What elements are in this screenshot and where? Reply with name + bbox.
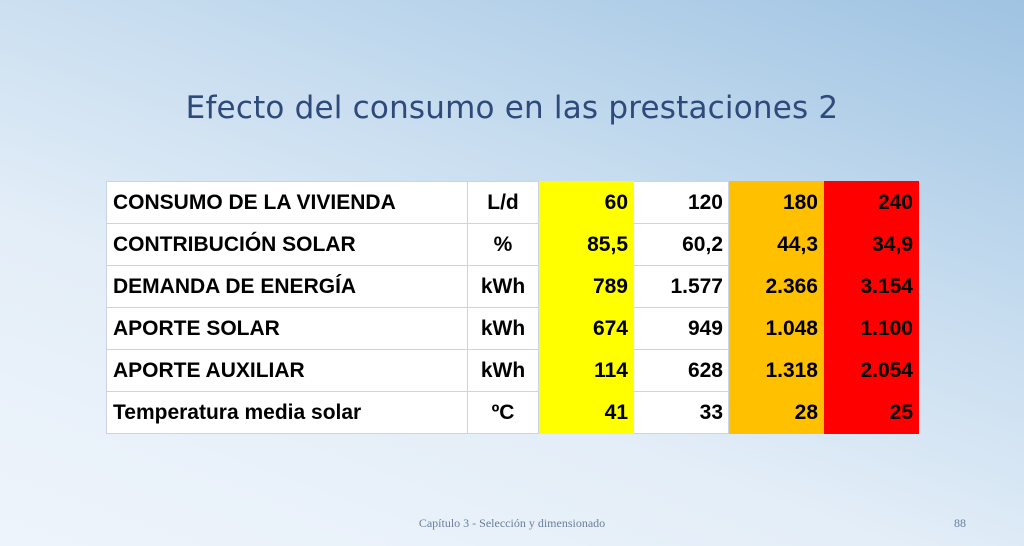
table-row: APORTE SOLAR kWh 674 949 1.048 1.100 xyxy=(106,307,919,350)
row-unit: ºC xyxy=(467,391,539,434)
cell-value: 1.048 xyxy=(728,307,824,350)
cell-value: 674 xyxy=(538,307,634,350)
table-row: DEMANDA DE ENERGÍA kWh 789 1.577 2.366 3… xyxy=(106,265,919,308)
cell-value: 60,2 xyxy=(633,223,729,266)
cell-value: 789 xyxy=(538,265,634,308)
cell-value: 114 xyxy=(538,349,634,392)
row-unit: kWh xyxy=(467,349,539,392)
row-unit: kWh xyxy=(467,307,539,350)
cell-value: 1.577 xyxy=(633,265,729,308)
cell-value: 628 xyxy=(633,349,729,392)
page-number: 88 xyxy=(954,516,966,530)
row-unit: L/d xyxy=(467,181,539,224)
cell-value: 33 xyxy=(633,391,729,434)
table-row: CONSUMO DE LA VIVIENDA L/d 60 120 180 24… xyxy=(106,181,919,224)
row-unit: % xyxy=(467,223,539,266)
consumption-table: CONSUMO DE LA VIVIENDA L/d 60 120 180 24… xyxy=(106,181,919,434)
cell-value: 1.100 xyxy=(823,307,919,350)
row-label: APORTE AUXILIAR xyxy=(106,349,468,392)
cell-value: 28 xyxy=(728,391,824,434)
row-label: DEMANDA DE ENERGÍA xyxy=(106,265,468,308)
table-row: Temperatura media solar ºC 41 33 28 25 xyxy=(106,391,919,434)
cell-value: 1.318 xyxy=(728,349,824,392)
slide-footer: Capítulo 3 - Selección y dimensionado xyxy=(418,516,606,530)
row-label: APORTE SOLAR xyxy=(106,307,468,350)
cell-value: 34,9 xyxy=(823,223,919,266)
cell-value: 41 xyxy=(538,391,634,434)
cell-value: 2.366 xyxy=(728,265,824,308)
cell-value: 949 xyxy=(633,307,729,350)
row-unit: kWh xyxy=(467,265,539,308)
cell-value: 85,5 xyxy=(538,223,634,266)
cell-value: 180 xyxy=(728,181,824,224)
table-row: CONTRIBUCIÓN SOLAR % 85,5 60,2 44,3 34,9 xyxy=(106,223,919,266)
cell-value: 120 xyxy=(633,181,729,224)
slide-title: Efecto del consumo en las prestaciones 2 xyxy=(185,90,839,126)
cell-value: 2.054 xyxy=(823,349,919,392)
cell-value: 3.154 xyxy=(823,265,919,308)
cell-value: 25 xyxy=(823,391,919,434)
row-label: Temperatura media solar xyxy=(106,391,468,434)
cell-value: 240 xyxy=(823,181,919,224)
row-label: CONTRIBUCIÓN SOLAR xyxy=(106,223,468,266)
cell-value: 60 xyxy=(538,181,634,224)
cell-value: 44,3 xyxy=(728,223,824,266)
table-row: APORTE AUXILIAR kWh 114 628 1.318 2.054 xyxy=(106,349,919,392)
row-label: CONSUMO DE LA VIVIENDA xyxy=(106,181,468,224)
